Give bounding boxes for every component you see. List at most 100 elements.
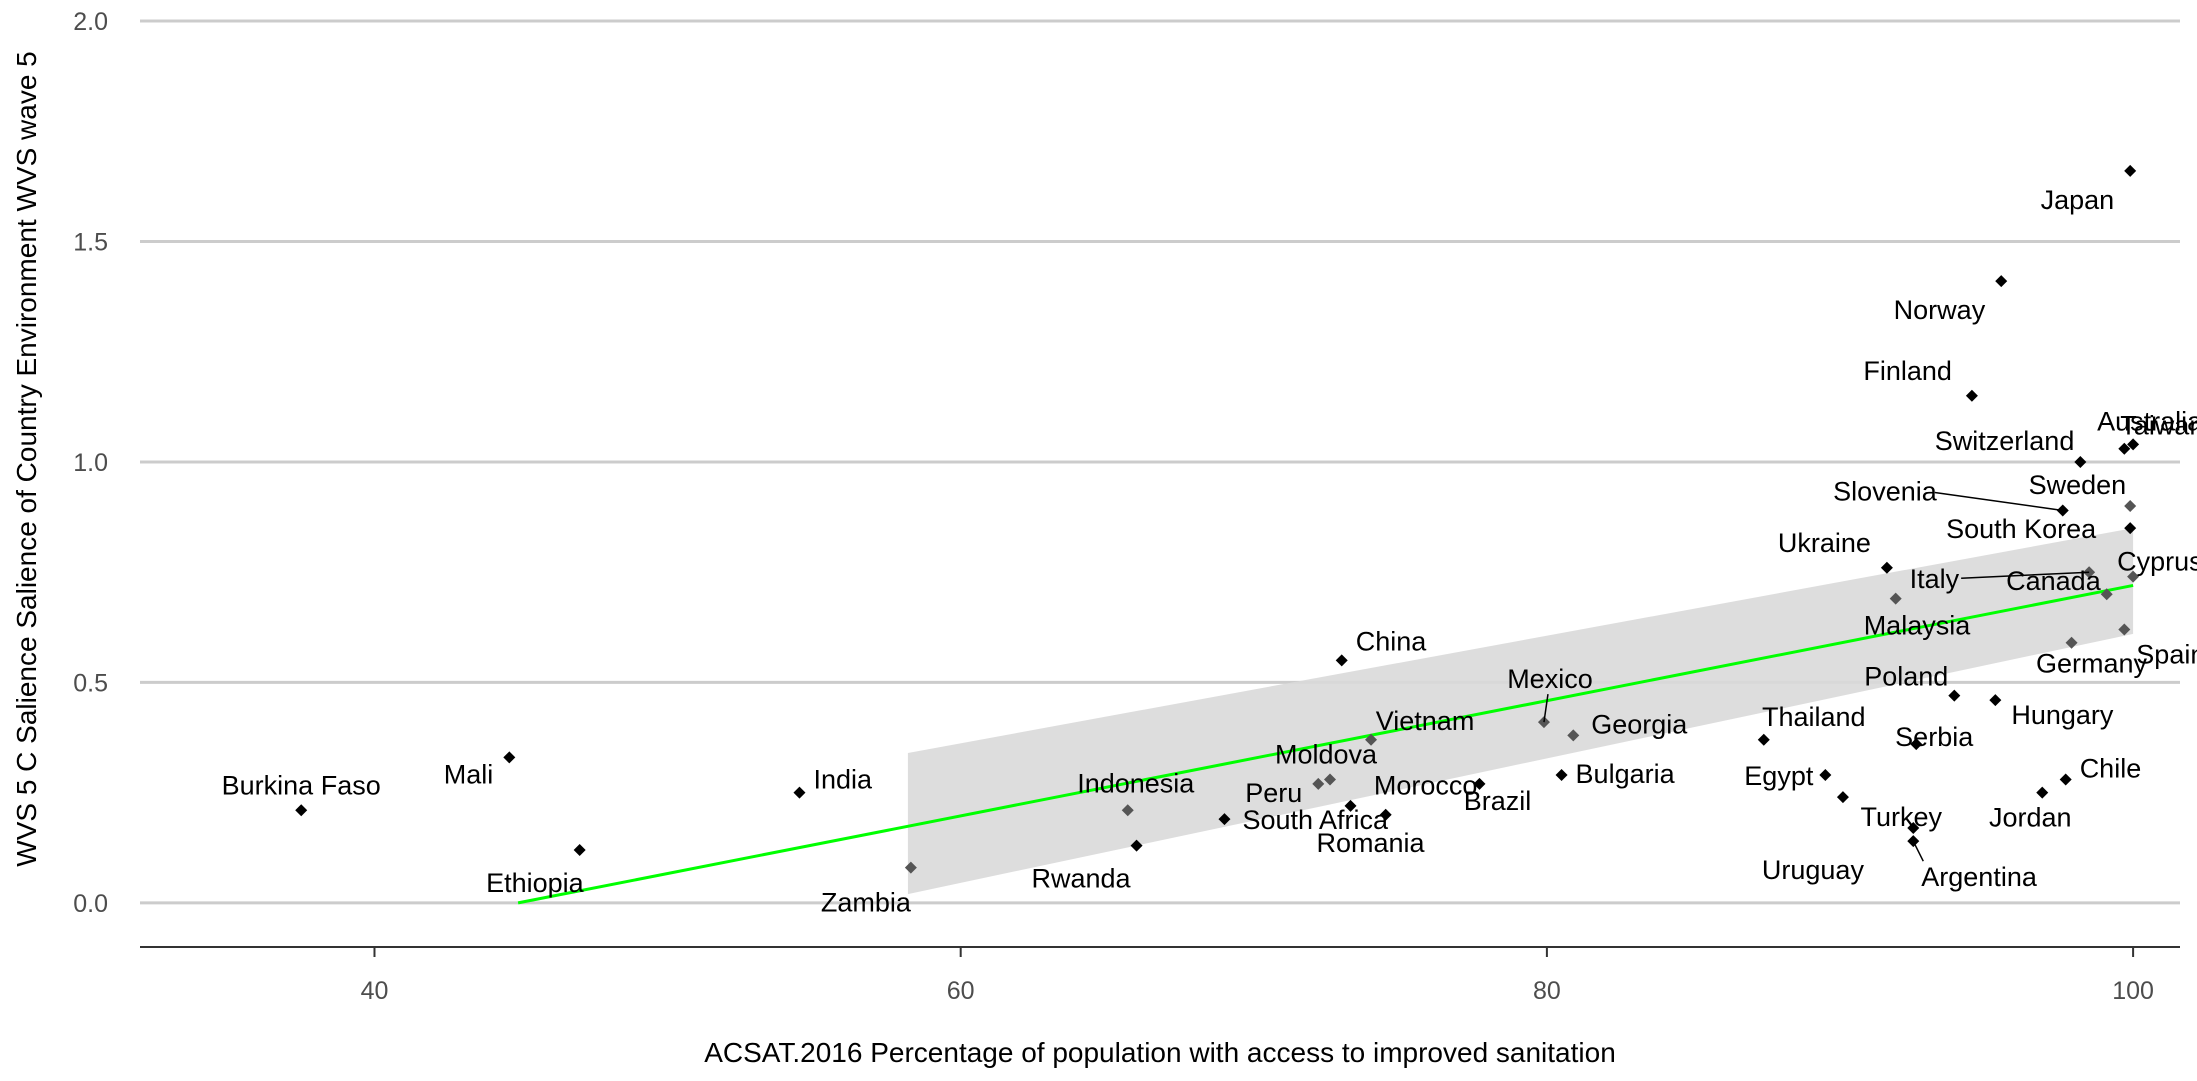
label-serbia: Serbia <box>1895 722 1974 752</box>
point-india <box>793 786 806 799</box>
label-switzerland: Switzerland <box>1935 426 2075 456</box>
x-tick-label-100: 100 <box>2112 977 2154 1005</box>
label-rwanda: Rwanda <box>1031 864 1131 894</box>
point-morocco <box>1379 808 1392 821</box>
y-tick-label-1-5: 1.5 <box>73 228 108 256</box>
label-slovenia: Slovenia <box>1833 476 1938 506</box>
point-ethiopia <box>573 843 586 856</box>
point-indonesia <box>1121 804 1134 817</box>
point-malaysia <box>1889 592 1902 605</box>
point-japan <box>2124 164 2137 177</box>
y-tick-label-2-0: 2.0 <box>73 8 108 36</box>
label-turkey: Turkey <box>1861 802 1943 832</box>
point-egypt <box>1819 769 1832 782</box>
point-cyprus <box>2127 570 2140 583</box>
leader-mexico <box>1543 694 1549 723</box>
point-bulgaria <box>1555 769 1568 782</box>
point-serbia <box>1910 738 1923 751</box>
label-south-africa: South Africa <box>1242 805 1389 835</box>
point-china <box>1335 654 1348 667</box>
label-indonesia: Indonesia <box>1077 768 1195 798</box>
label-georgia: Georgia <box>1591 709 1688 739</box>
label-italy: Italy <box>1910 564 1960 594</box>
label-egypt: Egypt <box>1744 761 1814 791</box>
point-germany <box>2065 636 2078 649</box>
label-finland: Finland <box>1863 356 1952 386</box>
point-south-africa <box>1218 813 1231 826</box>
label-norway: Norway <box>1894 295 1986 325</box>
label-malaysia: Malaysia <box>1864 611 1972 641</box>
point-south-korea <box>2124 522 2137 535</box>
fit-line <box>517 583 2134 905</box>
point-peru <box>1312 777 1325 790</box>
label-taiwan: Taiwan <box>2120 411 2197 441</box>
label-peru: Peru <box>1245 778 1302 808</box>
label-uruguay: Uruguay <box>1762 855 1865 885</box>
label-ukraine: Ukraine <box>1778 528 1871 558</box>
point-spain <box>2118 623 2131 636</box>
point-australia <box>2127 438 2140 451</box>
label-mali: Mali <box>444 759 494 789</box>
label-germany: Germany <box>2036 649 2148 679</box>
point-labels: Burkina Faso Mali Ethiopia India Zambia Indon… <box>222 185 2197 918</box>
y-tick-label-0-5: 0.5 <box>73 669 108 697</box>
point-taiwan <box>2118 442 2131 455</box>
point-jordan <box>2036 786 2049 799</box>
point-brazil <box>1473 777 1486 790</box>
point-ukraine <box>1880 561 1893 574</box>
label-ethiopia: Ethiopia <box>486 868 585 898</box>
tick-labels: 40 60 80 100 0.0 0.5 1.0 1.5 2.0 <box>73 8 2154 1005</box>
point-canada <box>2100 588 2113 601</box>
y-axis-title: WVS 5 C Salience Salience of Country Env… <box>11 51 42 866</box>
x-tick-label-80: 80 <box>1533 977 1561 1005</box>
label-zambia: Zambia <box>821 888 912 918</box>
label-cyprus: Cyprus <box>2117 547 2197 577</box>
point-uruguay <box>1836 791 1849 804</box>
label-burkina-faso: Burkina Faso <box>222 770 381 800</box>
confidence-ribbon <box>907 528 2134 895</box>
point-turkey <box>1907 821 1920 834</box>
label-moldova: Moldova <box>1275 739 1378 769</box>
y-tick-label-0-0: 0.0 <box>73 890 108 918</box>
point-romania <box>1344 799 1357 812</box>
label-bulgaria: Bulgaria <box>1576 759 1676 789</box>
data-points <box>295 164 2140 874</box>
point-thailand <box>1757 733 1770 746</box>
label-poland: Poland <box>1864 662 1948 692</box>
label-thailand: Thailand <box>1762 702 1866 732</box>
y-tick-label-1-0: 1.0 <box>73 449 108 477</box>
label-canada: Canada <box>2006 566 2102 596</box>
label-vietnam: Vietnam <box>1376 706 1475 736</box>
label-japan: Japan <box>2041 185 2115 215</box>
point-zambia <box>904 861 917 874</box>
point-sweden <box>2124 500 2137 513</box>
leader-slovenia <box>1934 491 2063 512</box>
x-tick-label-40: 40 <box>361 977 389 1005</box>
label-morocco: Morocco <box>1374 771 1478 801</box>
label-india: India <box>813 765 873 795</box>
label-mexico: Mexico <box>1507 664 1593 694</box>
point-moldova <box>1324 773 1336 786</box>
x-axis-title: ACSAT.2016 Percentage of population with… <box>704 1037 1616 1068</box>
leader-argentina <box>1912 840 1924 862</box>
point-poland <box>1948 689 1961 702</box>
leader-italy <box>1961 571 2090 579</box>
point-hungary <box>1989 694 2002 707</box>
point-burkina-faso <box>295 804 308 817</box>
point-switzerland <box>2074 455 2087 468</box>
label-south-korea: South Korea <box>1946 514 2097 544</box>
label-argentina: Argentina <box>1921 862 2038 892</box>
label-brazil: Brazil <box>1464 786 1532 816</box>
label-china: China <box>1356 626 1428 656</box>
point-finland <box>1965 389 1978 402</box>
label-sweden: Sweden <box>2029 470 2127 500</box>
point-rwanda <box>1130 839 1143 852</box>
point-chile <box>2059 773 2072 786</box>
label-romania: Romania <box>1316 828 1425 858</box>
label-hungary: Hungary <box>2011 700 2114 730</box>
regression-line <box>517 583 2134 905</box>
point-mali <box>503 751 516 764</box>
label-chile: Chile <box>2080 753 2142 783</box>
point-norway <box>1995 275 2008 288</box>
